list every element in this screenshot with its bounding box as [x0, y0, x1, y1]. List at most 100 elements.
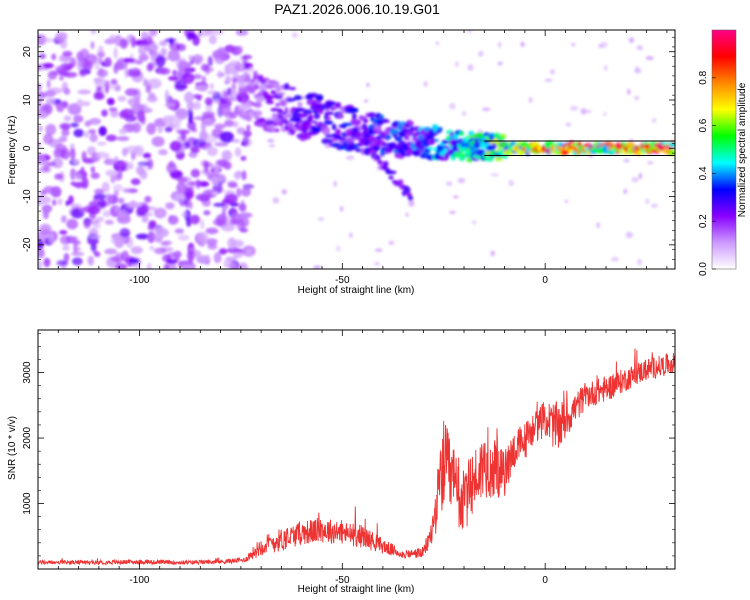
- spectral-blob: [467, 64, 474, 71]
- spectral-blob: [90, 30, 97, 35]
- spectral-blob: [43, 257, 51, 268]
- spectral-blob: [51, 70, 66, 75]
- spectral-blob: [207, 90, 218, 95]
- spectral-blob: [349, 232, 353, 238]
- spectral-blob: [181, 211, 187, 218]
- spectral-blob: [231, 138, 241, 143]
- spectral-blob: [141, 214, 149, 223]
- spectral-blob: [105, 134, 117, 142]
- spectral-blob: [207, 243, 218, 250]
- spectral-blob: [119, 128, 128, 135]
- spectral-blob: [318, 109, 324, 114]
- spectral-blob: [321, 138, 330, 145]
- spectral-blob: [61, 123, 70, 131]
- spectral-blob: [56, 260, 69, 266]
- spectrogram-frame: [37, 29, 676, 270]
- spectral-blob: [38, 82, 42, 92]
- spectral-blob: [627, 88, 631, 95]
- spectral-blob: [235, 30, 249, 36]
- spectral-blob: [395, 136, 403, 142]
- spectral-blob: [200, 63, 209, 72]
- spectral-blob: [218, 103, 231, 116]
- spectral-blob: [241, 170, 247, 181]
- spectral-blob: [45, 123, 57, 136]
- snr-xlabel: Height of straight line (km): [298, 584, 415, 595]
- spectral-blob: [132, 122, 142, 133]
- spectral-blob: [63, 115, 72, 122]
- spectral-blob: [59, 38, 68, 49]
- spectral-blob: [471, 220, 477, 225]
- spectral-blob: [124, 88, 139, 97]
- spectral-blob: [336, 245, 341, 252]
- x-tick-label: -50: [335, 275, 350, 286]
- spectral-blob: [90, 234, 102, 239]
- spectral-blob: [598, 44, 604, 49]
- spectral-blob: [38, 260, 43, 269]
- spectral-blob: [87, 255, 95, 266]
- spectral-blob: [191, 94, 203, 99]
- spectral-blob: [476, 149, 486, 155]
- y-tick-label: -10: [22, 189, 33, 204]
- spectral-blob: [283, 83, 290, 90]
- spectral-blob: [119, 38, 128, 49]
- spectral-blob: [207, 146, 218, 157]
- spectral-blob: [246, 84, 254, 91]
- spectral-blob: [508, 179, 514, 187]
- spectral-blob: [623, 158, 630, 163]
- spectral-blob: [366, 82, 370, 88]
- spectral-blob: [298, 113, 308, 118]
- spectral-blob: [388, 240, 395, 245]
- spectral-blob: [38, 153, 46, 166]
- spectral-blob: [520, 41, 525, 48]
- spectral-blob: [242, 136, 250, 147]
- spectral-blob: [281, 99, 287, 107]
- spectral-blob: [297, 101, 303, 108]
- snr-panel: -100 -50 0 1000 2000 3000 Height of straight …: [7, 329, 676, 595]
- spectral-blob: [144, 212, 153, 217]
- spectral-blob: [405, 212, 409, 217]
- spectral-blob: [61, 129, 70, 137]
- spectral-blob: [71, 257, 83, 266]
- spectral-blob: [47, 161, 57, 167]
- spectral-blob: [105, 169, 117, 177]
- spectral-blob: [638, 172, 643, 180]
- spectral-blob: [173, 250, 182, 258]
- colorbar-tick-label: 0.2: [698, 214, 709, 228]
- spectral-blob: [325, 116, 332, 120]
- spectral-blob: [181, 58, 186, 68]
- spectral-blob: [165, 202, 175, 210]
- spectral-blob: [135, 233, 150, 240]
- spectral-blob: [88, 129, 96, 135]
- spectral-blob: [140, 31, 149, 39]
- spectral-blob: [208, 34, 217, 45]
- spectral-blob: [129, 258, 140, 264]
- spectral-blob: [142, 152, 152, 159]
- spectral-blob: [56, 103, 65, 113]
- spectral-blob: [285, 97, 296, 102]
- spectral-blob: [120, 250, 130, 262]
- spectral-blob: [205, 227, 219, 235]
- spectral-blob: [162, 115, 174, 124]
- spectral-blob: [176, 176, 188, 184]
- spectral-blob: [398, 179, 404, 186]
- spectral-blob: [101, 181, 110, 193]
- spectral-blob: [231, 82, 237, 92]
- spectral-blob: [408, 200, 415, 207]
- spectral-blob: [544, 78, 553, 82]
- spectral-blob: [374, 262, 380, 266]
- spectral-blob: [645, 56, 654, 61]
- spectral-blob: [117, 210, 128, 219]
- spectral-blob: [147, 262, 152, 269]
- spectral-blob: [312, 120, 317, 124]
- spectral-blob: [65, 235, 77, 244]
- spectral-blob: [351, 120, 361, 126]
- spectral-blob: [203, 160, 209, 173]
- spectral-blob: [213, 99, 220, 104]
- spectral-blob: [104, 38, 115, 45]
- spectral-blob: [634, 95, 640, 101]
- spectral-blob: [370, 149, 377, 155]
- spectral-blob: [404, 136, 410, 141]
- spectral-blob: [220, 131, 234, 143]
- spectral-blob: [253, 83, 260, 90]
- snr-ylabel: SNR (10 * v/v): [7, 416, 18, 480]
